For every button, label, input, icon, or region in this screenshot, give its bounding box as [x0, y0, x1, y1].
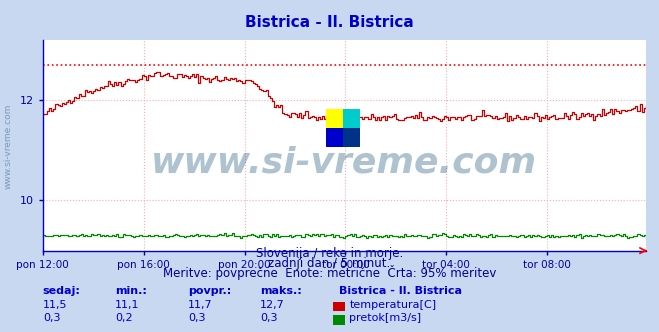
Text: 12,7: 12,7	[260, 300, 285, 310]
Text: povpr.:: povpr.:	[188, 286, 231, 296]
Text: Bistrica - Il. Bistrica: Bistrica - Il. Bistrica	[245, 15, 414, 30]
Text: 0,3: 0,3	[43, 313, 61, 323]
Text: 11,5: 11,5	[43, 300, 67, 310]
Bar	[343, 110, 360, 128]
Text: 0,3: 0,3	[188, 313, 206, 323]
Text: 11,1: 11,1	[115, 300, 140, 310]
Text: 0,3: 0,3	[260, 313, 278, 323]
Bar	[326, 128, 343, 147]
Text: sedaj:: sedaj:	[43, 286, 80, 296]
Text: 0,2: 0,2	[115, 313, 133, 323]
Text: Meritve: povprečne  Enote: metrične  Črta: 95% meritev: Meritve: povprečne Enote: metrične Črta:…	[163, 265, 496, 280]
Text: Slovenija / reke in morje.: Slovenija / reke in morje.	[256, 247, 403, 260]
Text: pretok[m3/s]: pretok[m3/s]	[349, 313, 421, 323]
Text: www.si-vreme.com: www.si-vreme.com	[152, 145, 537, 179]
Text: Bistrica - Il. Bistrica: Bistrica - Il. Bistrica	[339, 286, 463, 296]
Bar	[326, 110, 343, 128]
Text: min.:: min.:	[115, 286, 147, 296]
Text: www.si-vreme.com: www.si-vreme.com	[4, 103, 13, 189]
Text: maks.:: maks.:	[260, 286, 302, 296]
Text: temperatura[C]: temperatura[C]	[349, 300, 436, 310]
Text: zadnji dan / 5 minut.: zadnji dan / 5 minut.	[268, 257, 391, 270]
Bar	[343, 128, 360, 147]
Text: 11,7: 11,7	[188, 300, 212, 310]
